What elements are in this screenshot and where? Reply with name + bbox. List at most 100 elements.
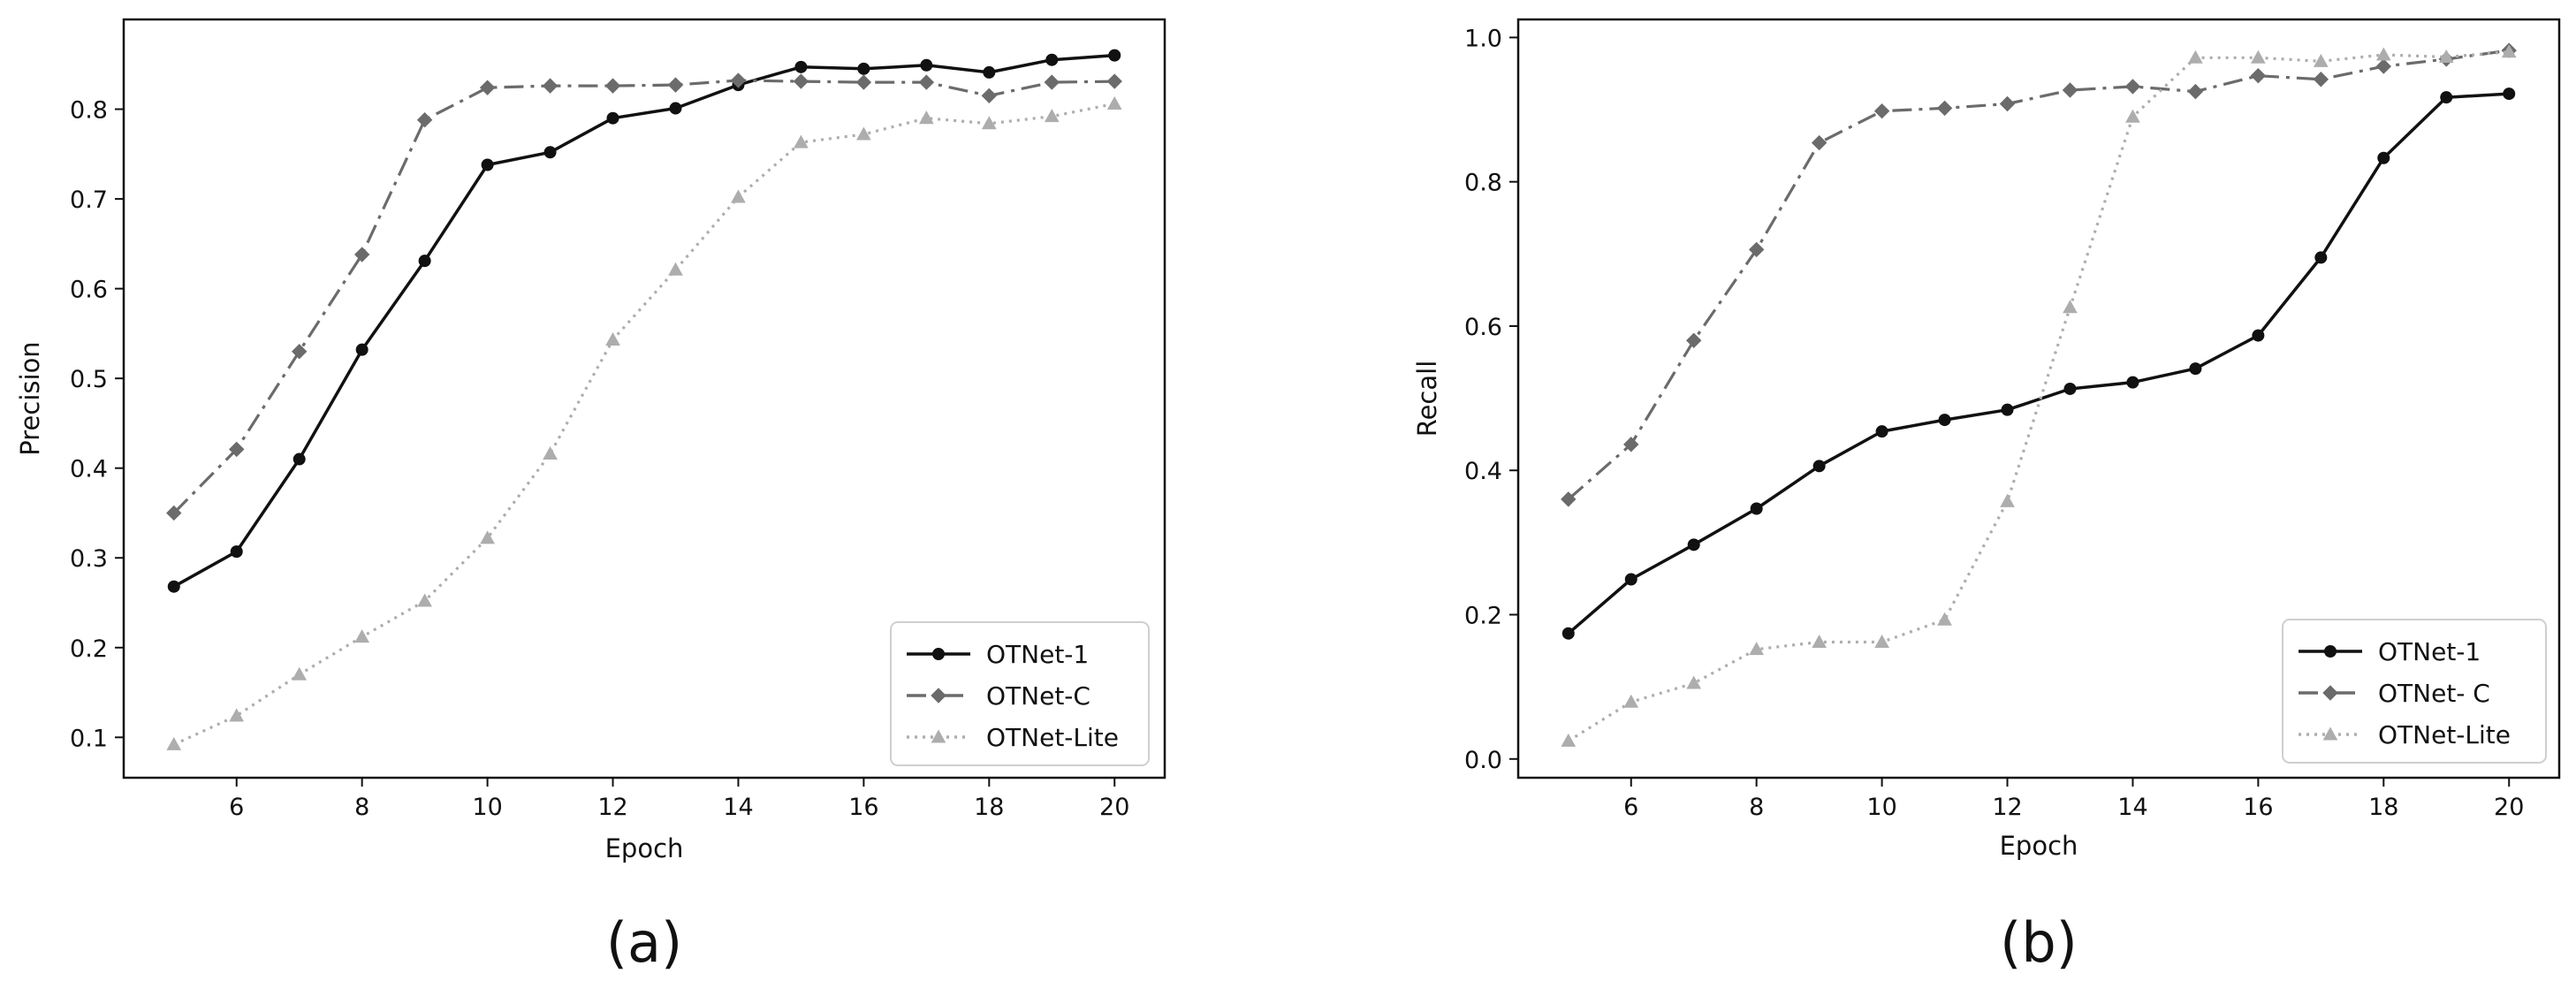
data-point xyxy=(418,255,431,268)
legend-label: OTNet-Lite xyxy=(986,723,1119,752)
data-point xyxy=(2187,83,2204,100)
y-tick-label: 0.3 xyxy=(70,545,108,573)
data-point xyxy=(604,78,621,94)
legend-label: OTNet-C xyxy=(986,681,1090,711)
data-point xyxy=(605,331,620,346)
x-tick-label: 18 xyxy=(2368,794,2398,821)
data-point xyxy=(2313,72,2329,87)
x-axis-label: Epoch xyxy=(2000,831,2078,861)
series-otnet-1 xyxy=(167,49,1121,593)
data-point xyxy=(1936,100,1953,117)
legend-label: OTNet-1 xyxy=(986,640,1089,669)
data-point xyxy=(1749,642,1765,656)
data-point xyxy=(167,580,180,593)
series-otnet-1 xyxy=(1562,87,2516,640)
x-tick-label: 20 xyxy=(2494,794,2524,821)
data-point xyxy=(2126,376,2139,389)
chart-panel-b: 6 8 10 12 14 16 18 20 0.00.20.40.60.81.0 Epoch … xyxy=(1412,18,2561,975)
legend-frame xyxy=(2282,619,2547,764)
data-point xyxy=(416,112,433,128)
series-line xyxy=(1567,49,2510,501)
legend-label: OTNet- C xyxy=(2378,679,2490,708)
data-point xyxy=(981,116,997,130)
legend-label: OTNet-Lite xyxy=(2378,720,2511,749)
data-point xyxy=(2125,109,2140,123)
legend-entry: OTNet-1 xyxy=(907,640,1089,669)
data-point xyxy=(2063,382,2077,395)
data-point xyxy=(1748,241,1765,258)
x-tick-label: 8 xyxy=(1749,794,1764,821)
series-line xyxy=(172,53,1115,589)
data-point xyxy=(1874,634,1889,649)
data-point xyxy=(1687,538,1700,551)
x-tick-label: 6 xyxy=(1623,794,1638,821)
y-tick-label: 0.8 xyxy=(70,97,108,125)
data-point xyxy=(669,102,682,115)
data-point xyxy=(479,80,496,95)
data-point xyxy=(1561,733,1577,747)
data-point xyxy=(480,530,495,544)
data-point xyxy=(730,72,747,88)
data-point xyxy=(542,78,559,94)
legend-entry: OTNet-Lite xyxy=(907,723,1119,752)
legend-marker xyxy=(932,648,945,660)
data-point xyxy=(2000,493,2015,507)
data-point xyxy=(1811,134,1828,151)
data-point xyxy=(1686,675,1702,689)
data-point xyxy=(2001,403,2014,416)
data-point xyxy=(1044,109,1060,123)
data-point xyxy=(229,441,245,458)
data-point xyxy=(2375,47,2391,61)
panel-label: (b) xyxy=(2000,910,2078,975)
y-tick-label: 1.0 xyxy=(1464,25,1502,52)
plot-area-frame xyxy=(1516,18,2561,779)
data-point xyxy=(793,73,809,89)
legend-marker xyxy=(931,729,946,743)
data-point xyxy=(918,74,935,90)
data-point xyxy=(543,445,558,460)
legend-entry: OTNet-Lite xyxy=(2299,720,2511,749)
data-point xyxy=(166,505,182,521)
series-line xyxy=(1567,92,2510,635)
data-point xyxy=(983,65,996,79)
data-point xyxy=(291,343,308,360)
data-point xyxy=(354,629,370,643)
y-tick-label: 0.0 xyxy=(1464,747,1502,774)
data-point xyxy=(731,189,746,203)
series-otnet-c xyxy=(166,72,1122,521)
series-otnet-c xyxy=(1561,42,2517,507)
x-tick-label: 10 xyxy=(472,794,502,821)
series-otnet-lite xyxy=(1561,44,2517,747)
x-axis-label: Epoch xyxy=(605,833,684,863)
data-point xyxy=(1750,502,1763,515)
x-tick-label: 8 xyxy=(354,794,369,821)
legend-frame xyxy=(890,621,1150,766)
data-point xyxy=(2314,251,2328,264)
legend-label: OTNet-1 xyxy=(2378,637,2481,666)
data-point xyxy=(1624,573,1638,586)
data-point xyxy=(1938,414,1951,427)
y-tick-label: 0.7 xyxy=(70,186,108,214)
legend-entry: OTNet-C xyxy=(907,681,1090,711)
data-point xyxy=(2188,49,2203,64)
data-point xyxy=(920,58,933,72)
data-point xyxy=(166,736,182,750)
legend-entry: OTNet-1 xyxy=(2299,637,2481,666)
data-point xyxy=(2063,300,2078,314)
panel-label: (a) xyxy=(606,910,682,975)
y-tick-label: 0.4 xyxy=(70,456,108,483)
series-line xyxy=(1567,50,2510,742)
legend-marker xyxy=(2322,685,2338,701)
data-point xyxy=(1106,73,1122,89)
data-point xyxy=(2252,329,2265,342)
data-point xyxy=(2251,49,2266,64)
x-tick-label: 14 xyxy=(2117,794,2147,821)
x-tick-label: 6 xyxy=(229,794,244,821)
data-point xyxy=(543,146,557,159)
y-tick-label: 0.8 xyxy=(1464,170,1502,197)
x-tick-label: 16 xyxy=(848,794,878,821)
y-axis-label: Precision xyxy=(15,341,45,455)
data-point xyxy=(2189,362,2202,376)
data-point xyxy=(1875,425,1888,438)
